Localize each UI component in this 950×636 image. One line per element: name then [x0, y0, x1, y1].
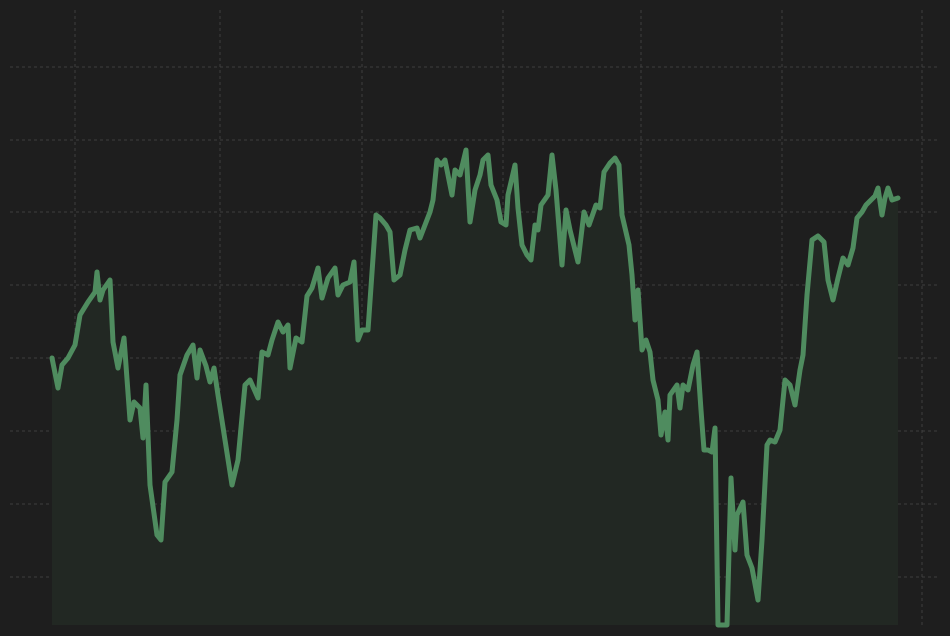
- line: [49, 147, 901, 628]
- area-fill: [52, 150, 898, 625]
